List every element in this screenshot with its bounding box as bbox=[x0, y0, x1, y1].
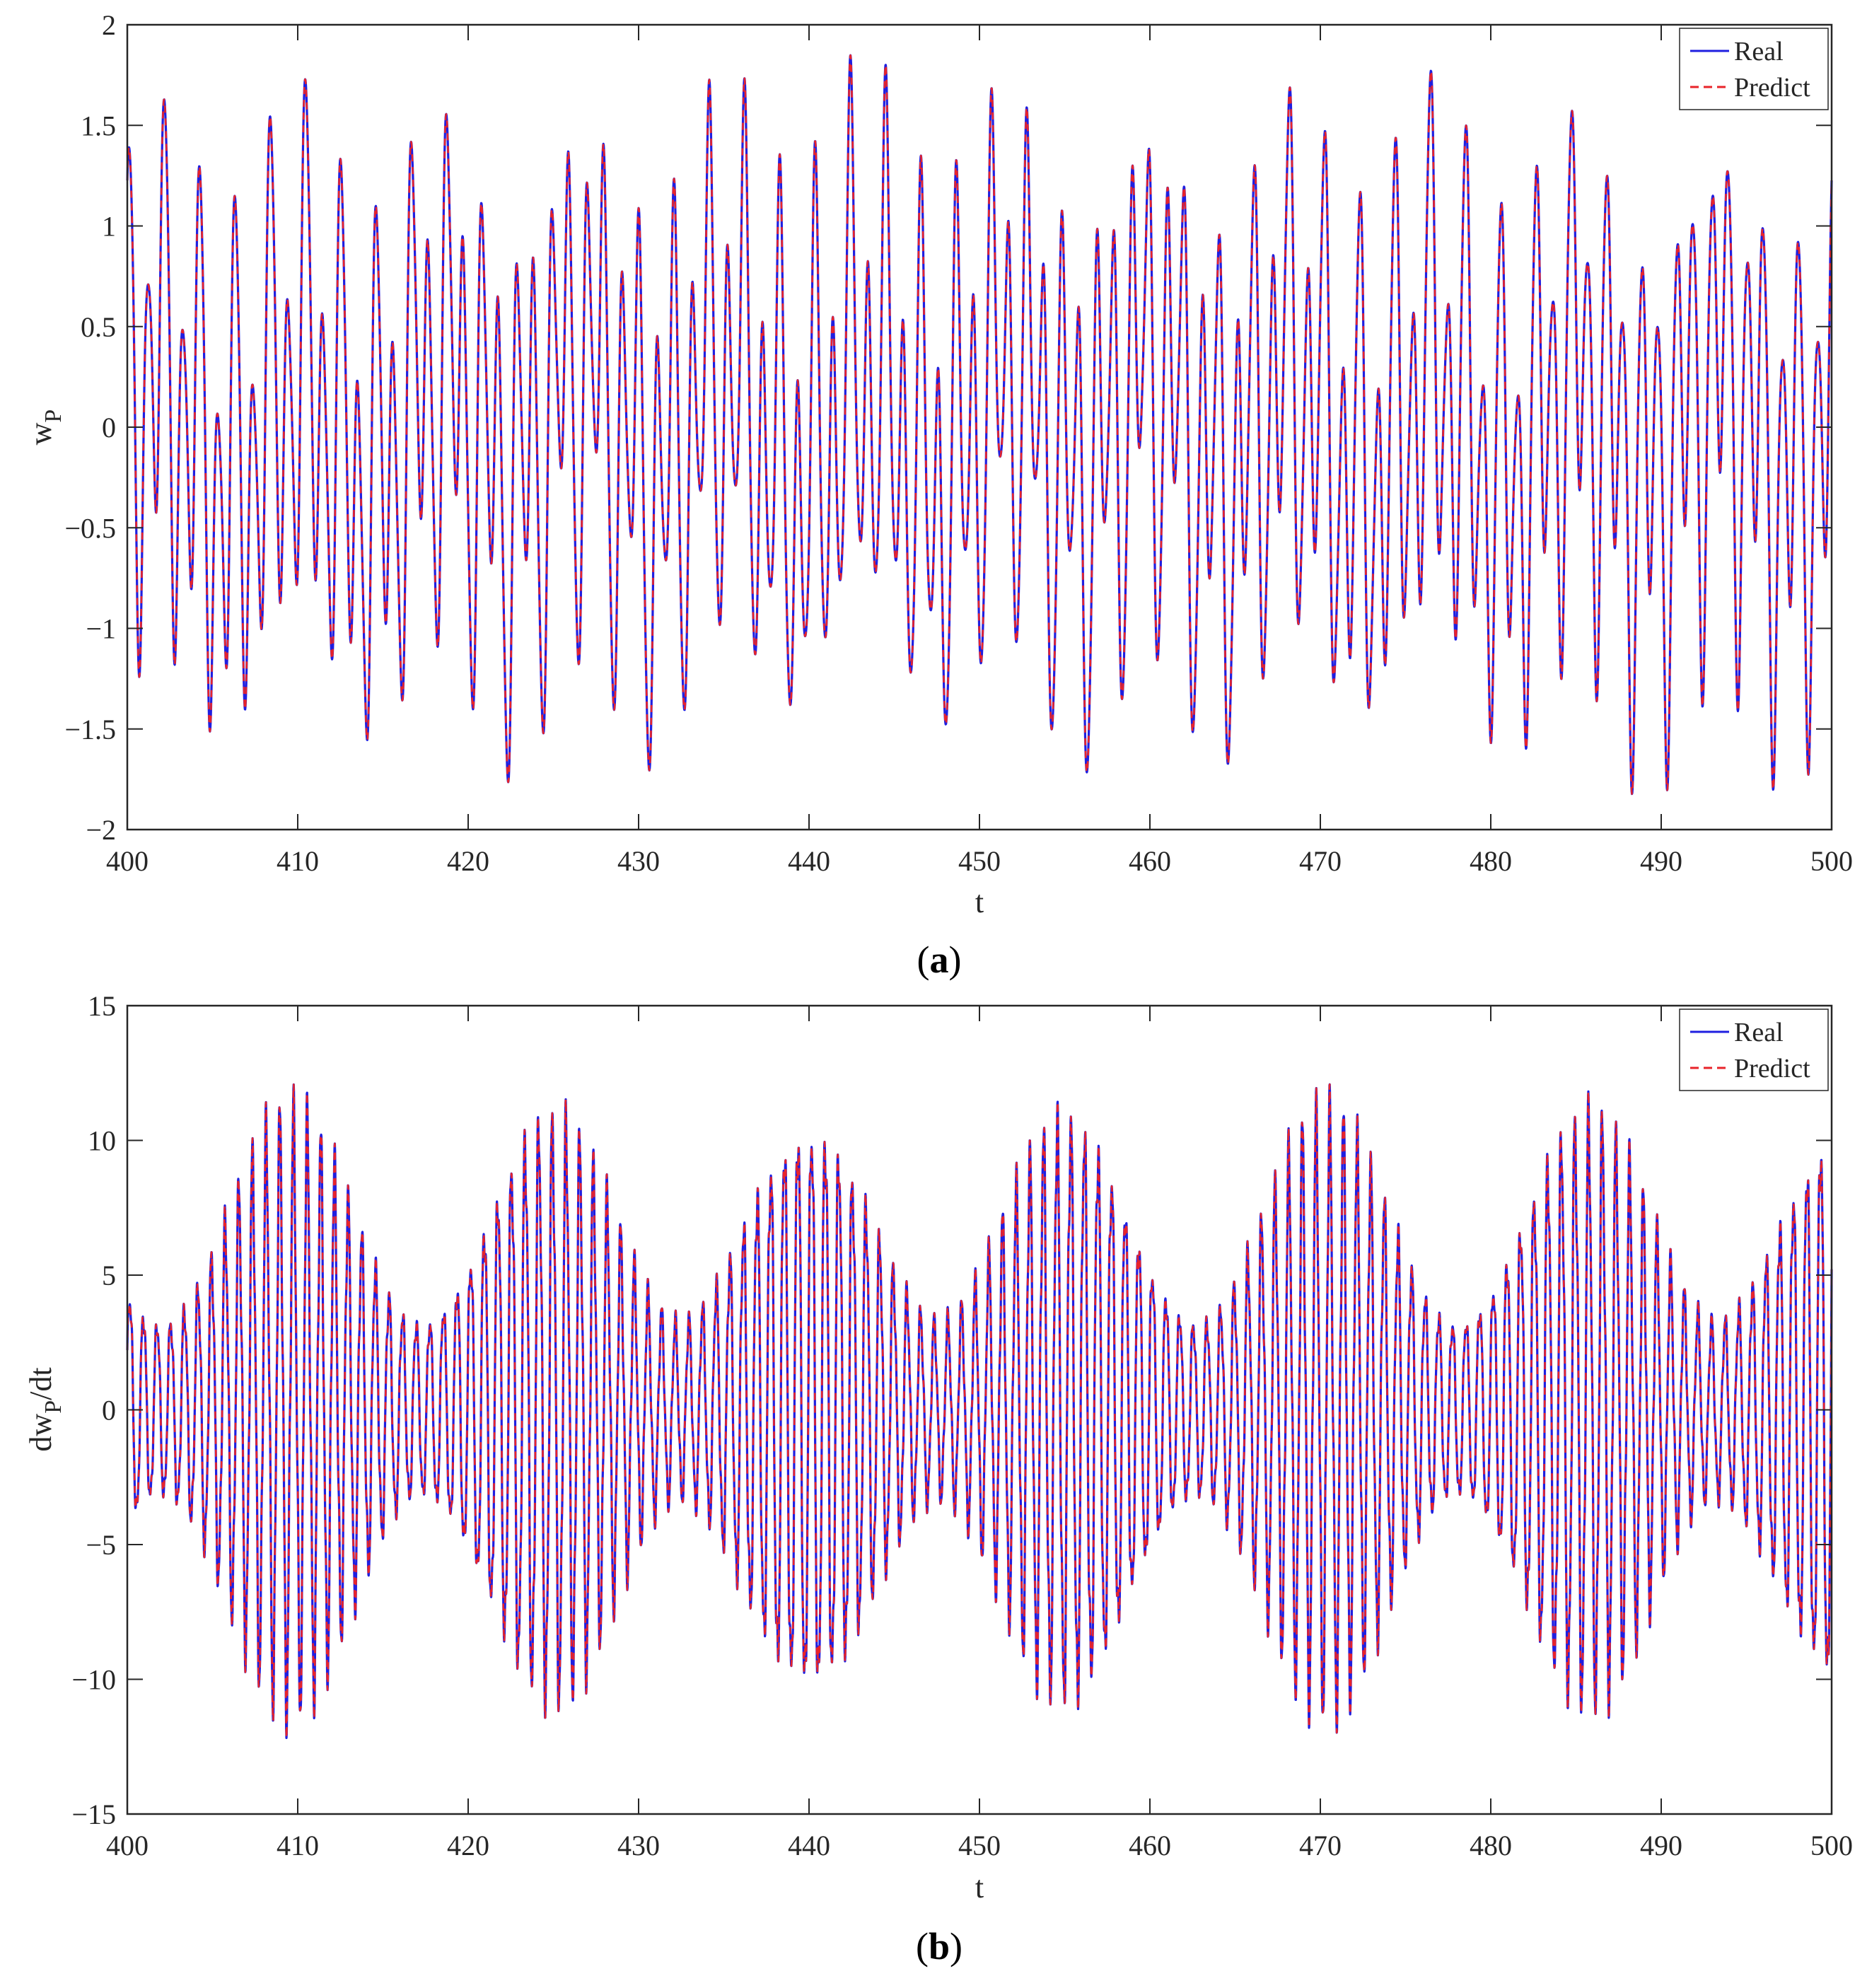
panel-b-y-tick-label: 15 bbox=[88, 990, 116, 1022]
panel-a-y-tick-label: 2 bbox=[102, 9, 116, 41]
panel-b-legend-real-label: Real bbox=[1734, 1018, 1784, 1047]
panel-a-legend-real-label: Real bbox=[1734, 37, 1784, 66]
panel-b-ticks: 400 410 420 430 440 450 460 470 480 490 500 −15 −10 −… bbox=[71, 990, 1853, 1861]
panel-a-legend-predict-label: Predict bbox=[1734, 73, 1810, 103]
panel-b-series-group bbox=[126, 1083, 1833, 1739]
panel-b-series-predict bbox=[126, 1083, 1833, 1739]
panel-a-plot-area bbox=[127, 25, 1832, 830]
panel-a-x-tick-label: 490 bbox=[1640, 845, 1682, 877]
panel-a-legend: Real Predict bbox=[1679, 28, 1829, 110]
panel-b-caption: (b) bbox=[916, 1925, 962, 1967]
panel-b-y-tick-label: 10 bbox=[88, 1125, 116, 1157]
panel-b-y-axis-label: dwP/dt bbox=[23, 1367, 66, 1451]
panel-b-legend: Real Predict bbox=[1679, 1008, 1829, 1091]
panel-b-y-tick-label: 0 bbox=[102, 1395, 116, 1426]
panel-a-x-tick-label: 410 bbox=[277, 845, 319, 877]
panel-a-x-tick-label: 420 bbox=[447, 845, 489, 877]
panel-b: 400 410 420 430 440 450 460 470 480 490 500 −15 −10 −… bbox=[23, 990, 1853, 1967]
panel-a-x-axis-label: t bbox=[975, 885, 984, 919]
panel-a-x-tick-label: 430 bbox=[617, 845, 660, 877]
panel-a-x-tick-label: 480 bbox=[1470, 845, 1512, 877]
panel-a-y-axis-label: wP bbox=[23, 409, 66, 446]
panel-a-series-group bbox=[126, 54, 1833, 796]
panel-b-x-tick-label: 430 bbox=[617, 1830, 660, 1861]
panel-b-x-tick-label: 450 bbox=[958, 1830, 1001, 1861]
panel-a-ticks: 400 410 420 430 440 450 460 470 480 490 500 −2 −1.5 −… bbox=[64, 9, 1853, 877]
panel-a-y-tick-label: 1.5 bbox=[81, 110, 116, 141]
panel-a-x-tick-label: 440 bbox=[788, 845, 830, 877]
panel-b-x-tick-label: 470 bbox=[1299, 1830, 1342, 1861]
panel-a-series-predict bbox=[126, 54, 1833, 795]
panel-b-legend-predict-label: Predict bbox=[1734, 1054, 1810, 1083]
panel-b-x-tick-label: 460 bbox=[1129, 1830, 1171, 1861]
panel-a-y-tick-label: 0.5 bbox=[81, 311, 116, 343]
panel-b-x-tick-label: 400 bbox=[106, 1830, 149, 1861]
panel-b-x-tick-label: 490 bbox=[1640, 1830, 1682, 1861]
panel-b-x-tick-label: 500 bbox=[1810, 1830, 1853, 1861]
panel-b-y-tick-label: −10 bbox=[71, 1664, 116, 1696]
panel-a-y-tick-label: 1 bbox=[102, 211, 116, 243]
panel-b-y-tick-label: −15 bbox=[71, 1798, 116, 1830]
panel-a-x-tick-label: 450 bbox=[958, 845, 1001, 877]
panel-a: 400 410 420 430 440 450 460 470 480 490 500 −2 −1.5 −… bbox=[23, 9, 1853, 981]
panel-a-y-tick-label: −1 bbox=[86, 613, 116, 645]
panel-a-legend-box bbox=[1679, 28, 1829, 110]
panel-a-caption: (a) bbox=[917, 938, 962, 981]
panel-b-x-tick-label: 410 bbox=[277, 1830, 319, 1861]
panel-b-y-tick-label: 5 bbox=[102, 1260, 116, 1291]
panel-a-x-tick-label: 500 bbox=[1810, 845, 1853, 877]
panel-b-x-tick-label: 480 bbox=[1470, 1830, 1512, 1861]
panel-b-legend-box bbox=[1679, 1008, 1829, 1091]
panel-b-y-tick-label: −5 bbox=[86, 1529, 116, 1561]
panel-b-x-tick-label: 440 bbox=[788, 1830, 830, 1861]
panel-a-x-tick-label: 460 bbox=[1129, 845, 1171, 877]
panel-a-y-tick-label: −1.5 bbox=[64, 714, 116, 745]
panel-a-x-tick-label: 400 bbox=[106, 845, 149, 877]
panel-a-y-tick-label: −0.5 bbox=[64, 512, 116, 544]
panel-b-x-tick-label: 420 bbox=[447, 1830, 489, 1861]
panel-a-x-tick-label: 470 bbox=[1299, 845, 1342, 877]
panel-b-x-axis-label: t bbox=[975, 1870, 984, 1905]
panel-a-y-tick-label: −2 bbox=[86, 814, 116, 846]
panel-a-y-tick-label: 0 bbox=[102, 412, 116, 443]
